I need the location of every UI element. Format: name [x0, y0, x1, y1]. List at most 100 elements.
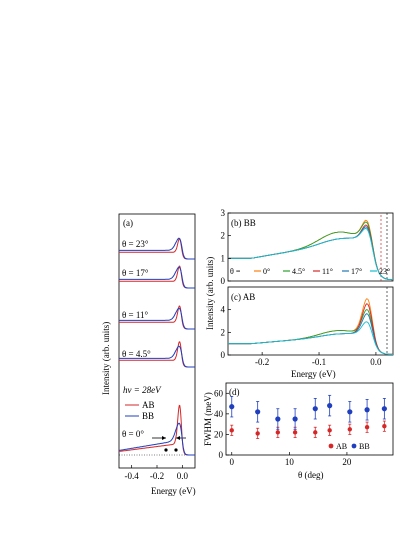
- legend-label-17°: 17°: [351, 267, 362, 276]
- theta-label-0: θ = 0°: [122, 429, 144, 439]
- panel-d: (d) 0 20 40 60 0 10 20 AB BB θ (deg) FWHM (meV…: [203, 382, 394, 480]
- edc-0°: [228, 298, 394, 355]
- legend-bb-marker: [351, 443, 357, 449]
- panel-a-curves: [118, 237, 195, 456]
- fwhm-point-bb: [327, 403, 333, 409]
- panel-d-ytick-label: 40: [214, 409, 224, 419]
- fwhm-point-ab: [382, 424, 387, 429]
- edc-bb-17: [119, 266, 195, 289]
- theta-label-17: θ = 17°: [122, 268, 149, 278]
- edc-bb-4.5: [119, 345, 195, 368]
- edc-23°: [228, 227, 393, 281]
- fwhm-point-bb: [255, 409, 261, 415]
- panel-a: (a) θ = 23° θ = 17° θ = 11° θ = 4.5° θ =…: [101, 213, 196, 496]
- fwhm-point-bb: [312, 406, 318, 412]
- ytick-label: 1: [221, 253, 226, 263]
- panel-a-xtick-label: 0.0: [177, 471, 189, 481]
- legend-label-23°: 23°: [379, 267, 390, 276]
- edc-bb-0: [118, 422, 195, 456]
- panel-c-label: (c) AB: [231, 292, 255, 302]
- edc-17°: [228, 313, 394, 355]
- theta-label-4.5: θ = 4.5°: [122, 349, 151, 359]
- xtick-label: -0.2: [255, 357, 269, 367]
- fwhm-point-bb: [381, 406, 387, 412]
- fwhm-point-ab: [292, 430, 298, 435]
- edc-4.5°: [228, 308, 394, 355]
- fwhm-marker-left: [164, 448, 168, 452]
- theta-label-11: θ = 11°: [122, 310, 149, 320]
- panel-a-label: (a): [123, 218, 133, 228]
- fwhm-arrowhead-right: [176, 436, 180, 440]
- fwhm-point-ab: [255, 431, 260, 436]
- panel-b-frame: [227, 212, 394, 282]
- xtick-label: -0.1: [312, 357, 326, 367]
- panel-d-ylabel: FWHM (meV): [203, 392, 213, 446]
- legend-bb-label: BB: [142, 411, 154, 421]
- panel-a-xtick-label: -0.2: [150, 471, 164, 481]
- panel-d-xtick-label: 10: [285, 457, 295, 467]
- panel-bc-ylabel: Intensity (arb. units): [205, 257, 215, 330]
- panel-b-legend-prefix: θ =: [230, 267, 241, 276]
- panel-c-ticks: 0 2 4 -0.2 -0.1 0.0: [221, 305, 383, 367]
- panel-c-xlabel: Energy (eV): [291, 369, 336, 379]
- edc-23°: [228, 321, 394, 355]
- edc-ab-23: [119, 238, 195, 260]
- xtick-label: 0.0: [370, 357, 382, 367]
- fwhm-point-ab: [347, 427, 353, 432]
- panel-d-ytick-label: 20: [214, 429, 224, 439]
- panel-b-curves: [228, 219, 393, 281]
- edc-bb-11: [119, 307, 195, 330]
- legend-label-11°: 11°: [322, 267, 333, 276]
- panel-d-label: (d): [229, 387, 240, 397]
- fwhm-point-ab: [275, 430, 281, 435]
- ytick-label: 2: [221, 327, 226, 337]
- panel-a-ticks: -0.4 -0.2 0.0: [125, 465, 189, 481]
- panel-d-ytick-label: 0: [219, 450, 224, 460]
- ytick-label: 4: [221, 305, 226, 315]
- panel-d-xlabel: θ (deg): [298, 470, 324, 480]
- fwhm-arrowhead-left: [162, 436, 166, 440]
- panel-d-ytick-label: 60: [214, 388, 224, 398]
- fwhm-point-bb: [292, 416, 298, 422]
- photon-energy-label: hν = 28eV: [123, 385, 162, 395]
- panel-d-frame: [225, 382, 394, 456]
- panel-a-ylabel: Intensity (arb. units): [101, 322, 111, 395]
- fwhm-marker-right: [174, 448, 178, 452]
- edc-11°: [228, 224, 393, 281]
- legend-label-4.5°: 4.5°: [292, 267, 305, 276]
- panel-b-label: (b) BB: [231, 218, 256, 228]
- panel-b: (b) BB 0 1 2 3 θ = 0° 4.5° 11° 17° 23°: [221, 208, 394, 286]
- panel-d-legend-bb: BB: [359, 442, 370, 451]
- panel-b-ticks: 0 1 2 3: [221, 208, 231, 286]
- edc-bb-23: [119, 237, 195, 260]
- panel-a-xlabel: Energy (eV): [151, 486, 196, 496]
- fwhm-point-ab: [327, 428, 332, 433]
- panel-d-ticks: 0 20 40 60 0 10 20: [214, 388, 352, 467]
- ytick-label: 0: [221, 276, 226, 286]
- panel-a-xtick-label: -0.4: [125, 471, 140, 481]
- panel-d-points: [229, 394, 387, 439]
- panel-c-frame: [227, 286, 394, 356]
- fwhm-point-ab: [313, 430, 318, 435]
- panel-c: (c) AB 0 2 4 -0.2 -0.1 0.0 Energy (eV): [221, 286, 394, 379]
- ytick-label: 3: [221, 208, 226, 218]
- ytick-label: 2: [221, 231, 226, 241]
- fwhm-point-bb: [347, 409, 353, 415]
- panel-b-legend: 0° 4.5° 11° 17° 23°: [254, 267, 390, 276]
- fwhm-point-bb: [229, 404, 235, 410]
- edc-17°: [228, 226, 393, 281]
- panel-c-curves: [228, 298, 394, 355]
- panel-d-legend-ab: AB: [336, 442, 347, 451]
- ytick-label: 0: [221, 350, 226, 360]
- legend-ab-label: AB: [142, 400, 155, 410]
- panel-d-xtick-label: 20: [342, 457, 352, 467]
- fwhm-point-bb: [364, 407, 370, 413]
- legend-ab-marker: [328, 443, 334, 449]
- panel-d-xtick-label: 0: [230, 457, 235, 467]
- legend-label-0°: 0°: [263, 267, 270, 276]
- fwhm-point-ab: [364, 425, 370, 430]
- fwhm-point-bb: [275, 416, 281, 422]
- fwhm-point-ab: [229, 428, 234, 433]
- theta-label-23: θ = 23°: [122, 239, 149, 249]
